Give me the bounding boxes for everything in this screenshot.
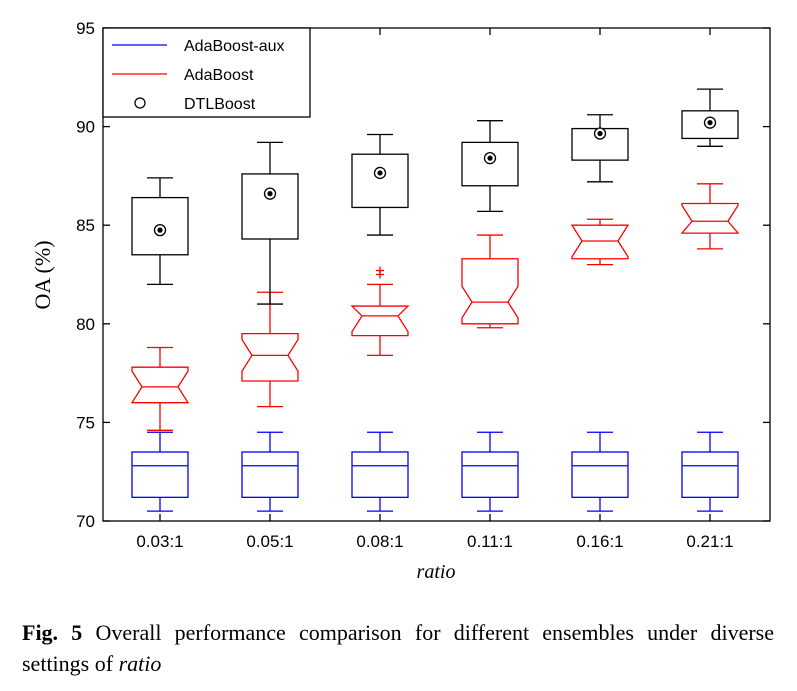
box-dtlboost-3 bbox=[461, 120, 519, 213]
box-dtlboost-4 bbox=[571, 114, 629, 183]
box-adaboost-aux-3 bbox=[461, 431, 519, 512]
y-axis-title: OA (%) bbox=[30, 240, 55, 309]
x-tick-label: 0.08:1 bbox=[356, 532, 403, 551]
mean-marker-dot bbox=[157, 227, 163, 233]
x-tick-label: 0.16:1 bbox=[576, 532, 623, 551]
legend-label-dtlboost: DTLBoost bbox=[184, 96, 256, 113]
box-dtlboost-0 bbox=[131, 177, 189, 286]
box-body bbox=[131, 196, 189, 256]
legend-label-adaboost-aux: AdaBoost-aux bbox=[184, 38, 285, 55]
mean-marker-dot bbox=[267, 191, 273, 197]
y-tick-label: 90 bbox=[76, 118, 95, 137]
box-adaboost-5 bbox=[680, 183, 740, 250]
box-adaboost-1 bbox=[241, 291, 299, 408]
box-adaboost-aux-4 bbox=[571, 431, 629, 512]
box-adaboost-3 bbox=[461, 234, 519, 329]
box-dtlboost-1 bbox=[241, 141, 299, 305]
figure-caption: Fig. 5 Overall performance comparison fo… bbox=[22, 617, 774, 679]
box-adaboost-2 bbox=[350, 266, 410, 357]
mean-marker-dot bbox=[597, 130, 603, 137]
box-body bbox=[461, 141, 519, 187]
box-body bbox=[351, 153, 409, 209]
box-body bbox=[571, 451, 629, 498]
y-tick-label: 85 bbox=[76, 216, 95, 235]
x-axis-title: ratio bbox=[417, 561, 456, 583]
box-adaboost-0 bbox=[130, 346, 190, 431]
x-tick-label: 0.21:1 bbox=[686, 532, 733, 551]
y-tick-label: 75 bbox=[76, 413, 95, 432]
box-body bbox=[131, 451, 189, 498]
x-tick-label: 0.11:1 bbox=[467, 532, 513, 551]
legend-marker-dtlboost bbox=[134, 97, 146, 109]
legend-label-adaboost: AdaBoost bbox=[184, 67, 254, 84]
box-adaboost-aux-5 bbox=[681, 431, 739, 512]
mean-marker-dot bbox=[377, 170, 383, 176]
box-dtlboost-2 bbox=[351, 133, 409, 236]
box-body bbox=[241, 173, 299, 240]
mean-marker-dot bbox=[707, 120, 713, 126]
x-tick-label: 0.03:1 bbox=[136, 532, 183, 551]
box-body bbox=[241, 451, 299, 498]
box-body bbox=[241, 333, 299, 382]
legend: AdaBoost-aux AdaBoost DTLBoost bbox=[102, 27, 311, 118]
mean-marker-dot bbox=[487, 155, 493, 161]
box-body bbox=[681, 110, 739, 140]
box-body bbox=[461, 451, 519, 498]
box-adaboost-aux-2 bbox=[351, 431, 409, 512]
box-adaboost-4 bbox=[570, 218, 630, 266]
box-body bbox=[461, 258, 519, 325]
boxplot-chart: 70 75 80 85 90 95 0.03:1 0.05:1 0.08:1 0.11:1 0.1… bbox=[30, 19, 771, 583]
box-dtlboost-5 bbox=[681, 88, 739, 147]
y-tick-label: 95 bbox=[76, 19, 95, 38]
box-body bbox=[680, 202, 740, 234]
box-body bbox=[681, 451, 739, 498]
box-adaboost-aux-0 bbox=[131, 431, 189, 512]
box-body bbox=[130, 366, 190, 404]
box-body bbox=[350, 305, 410, 337]
box-body bbox=[570, 224, 630, 260]
caption-italic: ratio bbox=[118, 651, 162, 676]
figure-label: Fig. 5 bbox=[22, 620, 83, 645]
caption-text: Overall performance comparison for diffe… bbox=[22, 620, 774, 676]
box-adaboost-aux-1 bbox=[241, 431, 299, 512]
y-tick-label: 80 bbox=[76, 315, 95, 334]
x-tick-label: 0.05:1 bbox=[246, 532, 293, 551]
y-tick-label: 70 bbox=[76, 512, 95, 531]
box-body bbox=[351, 451, 409, 498]
